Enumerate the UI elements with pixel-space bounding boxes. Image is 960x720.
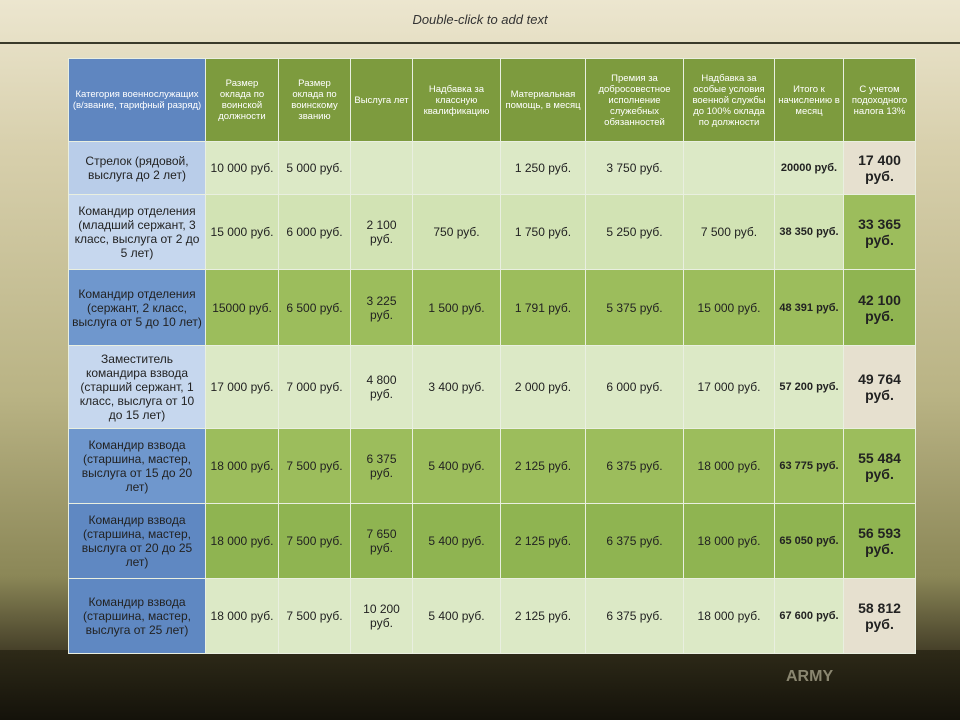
column-header: Размер оклада по воинскому званию (278, 58, 351, 142)
amount-cell: 6 375 руб. (350, 428, 413, 504)
table-row: Командир взвода (старшина, мастер, выслу… (68, 428, 916, 504)
amount-cell: 7 500 руб. (278, 503, 351, 579)
amount-cell: 6 375 руб. (585, 578, 684, 654)
amount-cell: 5 000 руб. (278, 141, 351, 195)
column-header: Материальная помощь, в месяц (500, 58, 586, 142)
category-cell: Заместитель командира взвода (старший се… (68, 345, 206, 429)
amount-cell: 6 500 руб. (278, 269, 351, 346)
amount-cell: 6 000 руб. (585, 345, 684, 429)
amount-cell: 5 400 руб. (412, 503, 501, 579)
table-row: Стрелок (рядовой, выслуга до 2 лет) 10 00… (68, 141, 916, 195)
background-label: ARMY (786, 668, 834, 685)
amount-cell: 17 000 руб. (205, 345, 279, 429)
category-cell: Командир отделения (сержант, 2 класс, вы… (68, 269, 206, 346)
amount-cell: 15000 руб. (205, 269, 279, 346)
amount-cell: 5 400 руб. (412, 428, 501, 504)
amount-cell: 18 000 руб. (205, 503, 279, 579)
background-ground (0, 650, 960, 720)
amount-cell: 7 500 руб. (278, 428, 351, 504)
amount-cell: 1 791 руб. (500, 269, 586, 346)
amount-cell: 18 000 руб. (683, 578, 775, 654)
amount-cell: 20000 руб. (774, 141, 844, 195)
category-cell: Командир взвода (старшина, мастер, выслу… (68, 503, 206, 579)
amount-cell: 55 484 руб. (843, 428, 916, 504)
amount-cell: 15 000 руб. (205, 194, 279, 270)
amount-cell: 1 250 руб. (500, 141, 586, 195)
amount-cell: 57 200 руб. (774, 345, 844, 429)
column-header: Категория военнослужащих (в/звание, тари… (68, 58, 206, 142)
table-row: Командир отделения (младший сержант, 3 к… (68, 194, 916, 270)
amount-cell: 18 000 руб. (205, 578, 279, 654)
amount-cell: 18 000 руб. (205, 428, 279, 504)
amount-cell: 3 225 руб. (350, 269, 413, 346)
amount-cell: 3 400 руб. (412, 345, 501, 429)
table-row: Командир взвода (старшина, мастер, выслу… (68, 503, 916, 579)
title-rule (0, 42, 960, 44)
column-header: С учетом подоходного налога 13% (843, 58, 916, 142)
column-header: Премия за добросовестное исполнение служ… (585, 58, 684, 142)
amount-cell: 17 000 руб. (683, 345, 775, 429)
table-row: Командир взвода (старшина, мастер, выслу… (68, 578, 916, 654)
amount-cell: 17 400 руб. (843, 141, 916, 195)
amount-cell: 6 375 руб. (585, 503, 684, 579)
empty-cell (350, 141, 413, 195)
empty-cell (683, 141, 775, 195)
column-header: Выслуга лет (350, 58, 413, 142)
placeholder-text[interactable]: Double-click to add text (412, 12, 548, 27)
amount-cell: 48 391 руб. (774, 269, 844, 346)
amount-cell: 49 764 руб. (843, 345, 916, 429)
empty-cell (412, 141, 501, 195)
amount-cell: 750 руб. (412, 194, 501, 270)
amount-cell: 38 350 руб. (774, 194, 844, 270)
amount-cell: 56 593 руб. (843, 503, 916, 579)
amount-cell: 2 000 руб. (500, 345, 586, 429)
amount-cell: 3 750 руб. (585, 141, 684, 195)
amount-cell: 58 812 руб. (843, 578, 916, 654)
amount-cell: 7 500 руб. (278, 578, 351, 654)
pay-table: Категория военнослужащих (в/звание, тари… (68, 58, 916, 654)
amount-cell: 2 125 руб. (500, 578, 586, 654)
amount-cell: 4 800 руб. (350, 345, 413, 429)
amount-cell: 2 125 руб. (500, 428, 586, 504)
amount-cell: 7 650 руб. (350, 503, 413, 579)
amount-cell: 1 750 руб. (500, 194, 586, 270)
amount-cell: 5 400 руб. (412, 578, 501, 654)
amount-cell: 63 775 руб. (774, 428, 844, 504)
amount-cell: 33 365 руб. (843, 194, 916, 270)
category-cell: Командир взвода (старшина, мастер, выслу… (68, 428, 206, 504)
table-row: Командир отделения (сержант, 2 класс, вы… (68, 269, 916, 346)
amount-cell: 2 100 руб. (350, 194, 413, 270)
amount-cell: 7 000 руб. (278, 345, 351, 429)
amount-cell: 2 125 руб. (500, 503, 586, 579)
amount-cell: 65 050 руб. (774, 503, 844, 579)
amount-cell: 18 000 руб. (683, 503, 775, 579)
category-cell: Стрелок (рядовой, выслуга до 2 лет) (68, 141, 206, 195)
amount-cell: 5 375 руб. (585, 269, 684, 346)
amount-cell: 6 000 руб. (278, 194, 351, 270)
amount-cell: 5 250 руб. (585, 194, 684, 270)
amount-cell: 7 500 руб. (683, 194, 775, 270)
amount-cell: 15 000 руб. (683, 269, 775, 346)
amount-cell: 18 000 руб. (683, 428, 775, 504)
amount-cell: 6 375 руб. (585, 428, 684, 504)
amount-cell: 42 100 руб. (843, 269, 916, 346)
amount-cell: 1 500 руб. (412, 269, 501, 346)
column-header: Надбавка за особые условия военной служб… (683, 58, 775, 142)
table-row: Заместитель командира взвода (старший се… (68, 345, 916, 429)
category-cell: Командир взвода (старшина, мастер, выслу… (68, 578, 206, 654)
amount-cell: 10 200 руб. (350, 578, 413, 654)
column-header: Надбавка за классную квалификацию (412, 58, 501, 142)
column-header: Размер оклада по воинской должности (205, 58, 279, 142)
amount-cell: 10 000 руб. (205, 141, 279, 195)
category-cell: Командир отделения (младший сержант, 3 к… (68, 194, 206, 270)
header-row: Категория военнослужащих (в/звание, тари… (68, 58, 916, 142)
amount-cell: 67 600 руб. (774, 578, 844, 654)
column-header: Итого к начислению в месяц (774, 58, 844, 142)
